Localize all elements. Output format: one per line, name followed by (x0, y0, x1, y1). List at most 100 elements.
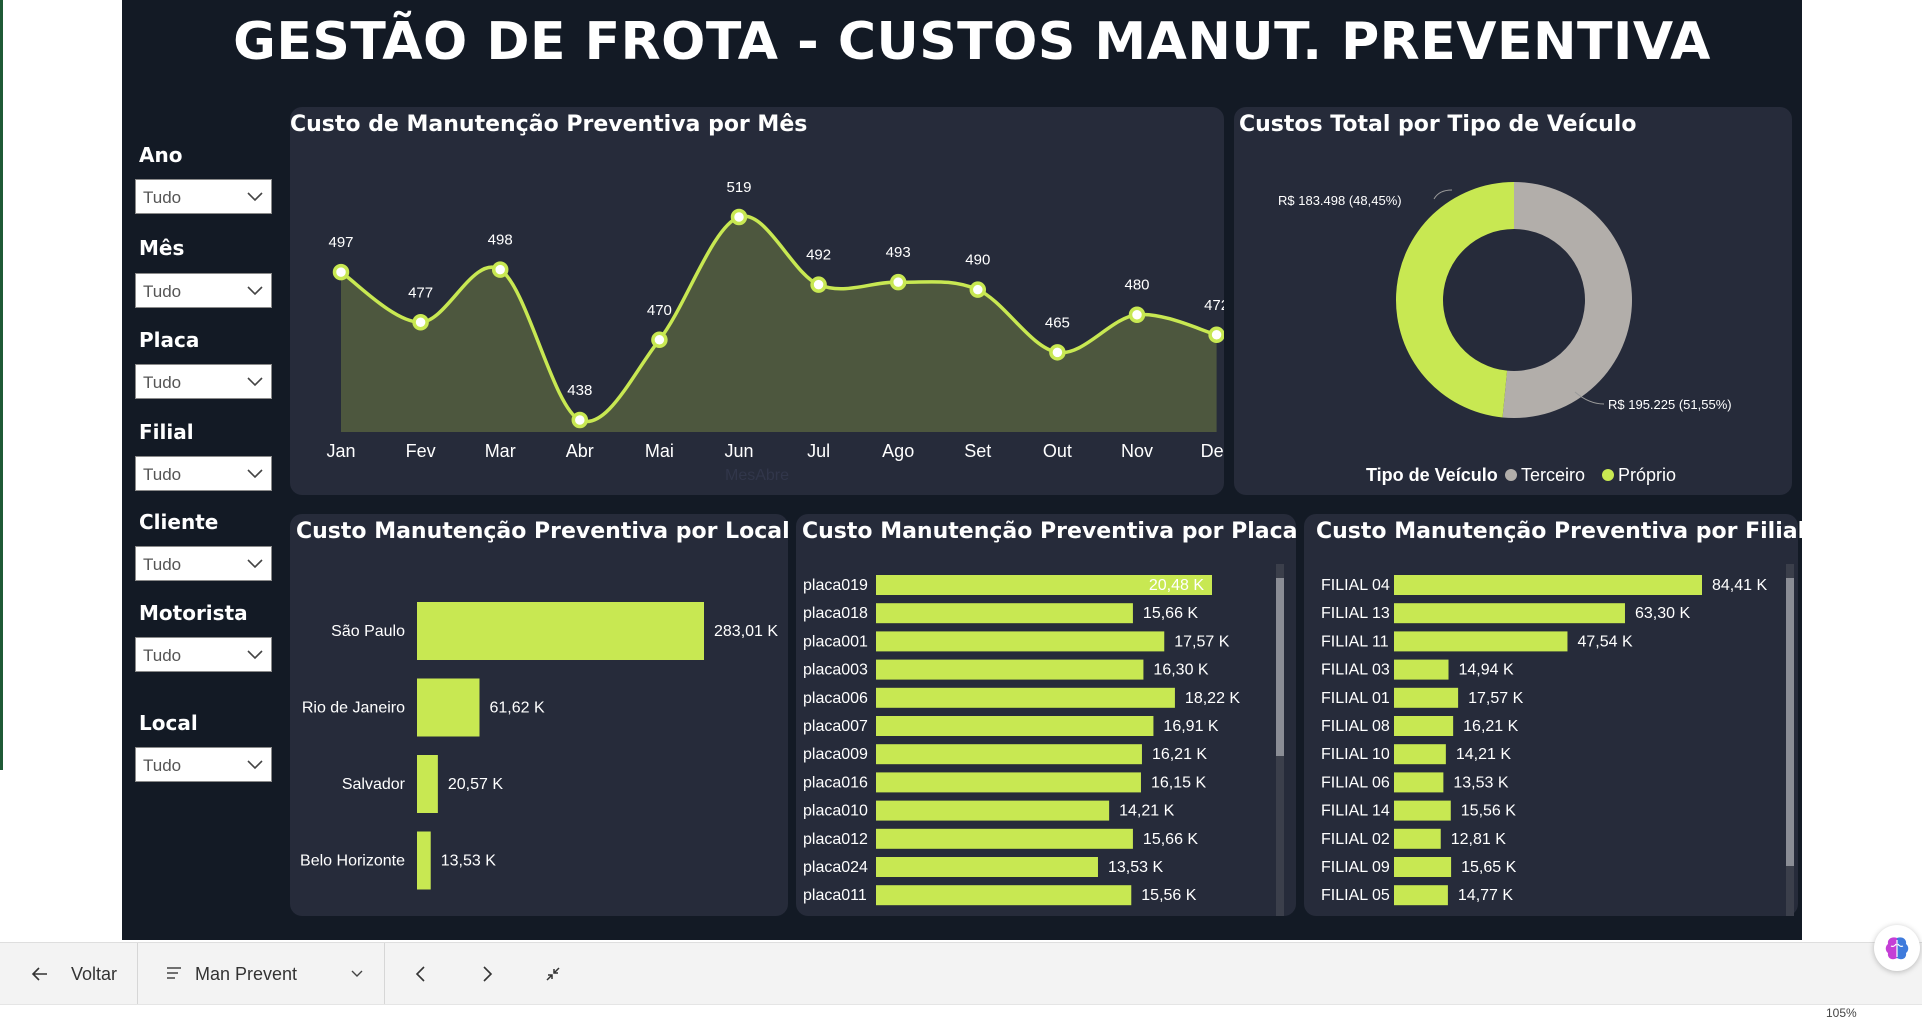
monthly-area-chart: 497 Jan 477 Fev 498 Mar 438 Abr 470 Mai 519 Jun 492 J… (326, 179, 1224, 484)
category-label: placa007 (803, 718, 868, 735)
divider (137, 943, 138, 1005)
previous-page-icon[interactable] (408, 961, 434, 987)
local-cost-chart[interactable]: Custo Manutenção Preventiva por Local Sã… (290, 514, 790, 916)
data-label: 20,57 K (448, 776, 503, 793)
data-label: 470 (647, 302, 672, 319)
chart-title: Custo Manutenção Preventiva por Local (296, 519, 790, 544)
brain-icon (1885, 937, 1909, 960)
slicer-filial[interactable]: Tudo (135, 456, 272, 491)
chart-title: Custo Manutenção Preventiva por Placa (802, 519, 1298, 544)
data-point (730, 208, 748, 226)
data-label: 13,53 K (1453, 774, 1508, 791)
area-fill (341, 216, 1217, 432)
x-axis-title: MesAbre (725, 467, 789, 484)
page-title: GESTÃO DE FROTA - CUSTOS MANUT. PREVENTI… (233, 12, 1711, 72)
slicer-ano[interactable]: Tudo (135, 179, 272, 214)
category-label: placa006 (803, 690, 868, 707)
x-tick-label: Abr (566, 441, 594, 461)
category-label: Belo Horizonte (300, 853, 405, 870)
filial-cost-chart[interactable]: Custo Manutenção Preventiva por Filial F… (1304, 514, 1805, 916)
page-label: Man Prevent (195, 963, 298, 984)
bar (876, 857, 1098, 877)
page-selector[interactable]: Man Prevent (138, 943, 384, 1005)
data-label: 15,66 K (1143, 605, 1198, 622)
category-label: FILIAL 03 (1321, 662, 1390, 679)
category-label: FILIAL 08 (1321, 718, 1390, 735)
local-bar-chart: São Paulo 283,01 K Rio de Janeiro 61,62 K Sa… (300, 602, 778, 890)
bar (1394, 885, 1448, 906)
placa-cost-chart[interactable]: Custo Manutenção Preventiva por Placa pl… (796, 514, 1298, 916)
data-label: 472 (1204, 297, 1224, 314)
data-point (810, 276, 827, 293)
category-label: placa009 (803, 746, 868, 763)
legend-marker (1505, 469, 1517, 481)
slicer-motorista[interactable]: Tudo (135, 637, 272, 672)
bar (876, 603, 1133, 624)
legend-marker (1602, 469, 1614, 481)
dashboard-canvas: GESTÃO DE FROTA - CUSTOS MANUT. PREVENTI… (122, 0, 1805, 940)
bar (876, 687, 1175, 708)
data-point (889, 273, 907, 291)
back-button[interactable]: Voltar (0, 943, 137, 1005)
data-label: 490 (965, 252, 990, 269)
slicer-label-motorista: Motorista (139, 601, 248, 625)
bar (876, 885, 1132, 906)
chevron-down-icon (247, 192, 263, 202)
slicer-local[interactable]: Tudo (135, 747, 272, 782)
legend-title: Tipo de Veículo (1366, 465, 1498, 485)
zoom-level: 105% (1826, 1006, 1857, 1020)
chevron-down-icon (247, 559, 263, 569)
data-label: 497 (328, 234, 353, 251)
data-label: 20,48 K (1149, 577, 1204, 594)
window-edge (0, 0, 3, 770)
bar (876, 772, 1141, 793)
chevron-down-icon (247, 650, 263, 660)
data-label: 17,57 K (1174, 633, 1229, 650)
slicer-value: Tudo (143, 555, 182, 574)
bar (1394, 772, 1444, 793)
x-tick-label: Jun (724, 441, 753, 461)
category-label: placa003 (803, 662, 868, 679)
placa-bar-chart: placa019 20,48 K placa018 15,66 K placa001 17… (803, 575, 1240, 906)
slicer-cliente[interactable]: Tudo (135, 546, 272, 581)
slicer-placa[interactable]: Tudo (135, 364, 272, 399)
category-label: placa012 (803, 831, 868, 848)
data-point (969, 281, 987, 298)
data-label: 480 (1124, 277, 1149, 294)
data-label: 492 (806, 247, 831, 264)
next-page-icon[interactable] (474, 961, 500, 987)
collapse-icon[interactable] (540, 961, 566, 987)
vehicle-type-chart[interactable]: Custos Total por Tipo de Veículo R$ 195.… (1234, 107, 1792, 495)
slicer-value: Tudo (143, 465, 182, 484)
scrollbar-thumb[interactable] (1276, 578, 1284, 756)
category-label: placa001 (803, 633, 868, 650)
status-strip (0, 1004, 1922, 1020)
scrollbar[interactable] (1786, 564, 1794, 916)
data-label: 15,56 K (1461, 803, 1516, 820)
chart-title: Custo Manutenção Preventiva por Filial (1316, 519, 1806, 544)
bar (1394, 631, 1568, 652)
category-label: FILIAL 06 (1321, 774, 1390, 791)
slicer-mes[interactable]: Tudo (135, 273, 272, 308)
scrollbar[interactable] (1276, 564, 1284, 916)
category-label: FILIAL 05 (1321, 887, 1390, 904)
category-label: São Paulo (331, 623, 405, 640)
divider (384, 943, 385, 1005)
x-tick-label: Mar (485, 441, 516, 461)
bar (876, 659, 1144, 680)
slicer-value: Tudo (143, 756, 182, 775)
data-label: 15,56 K (1141, 887, 1196, 904)
x-tick-label: Set (964, 441, 991, 461)
pie-slice (1502, 182, 1632, 418)
scrollbar-thumb[interactable] (1786, 578, 1794, 866)
copilot-button[interactable] (1874, 925, 1920, 971)
slicer-label-placa: Placa (139, 328, 200, 352)
data-label: 438 (567, 382, 592, 399)
monthly-cost-chart[interactable]: Custo de Manutenção Preventiva por Mês 4… (290, 107, 1224, 495)
bar (876, 744, 1142, 765)
data-label: 47,54 K (1577, 633, 1632, 650)
report-navbar: Voltar Man Prevent (0, 942, 1922, 1005)
slicer-value: Tudo (143, 282, 182, 301)
arrow-left-icon (31, 967, 47, 981)
slice-label: R$ 183.498 (48,45%) (1278, 193, 1402, 208)
